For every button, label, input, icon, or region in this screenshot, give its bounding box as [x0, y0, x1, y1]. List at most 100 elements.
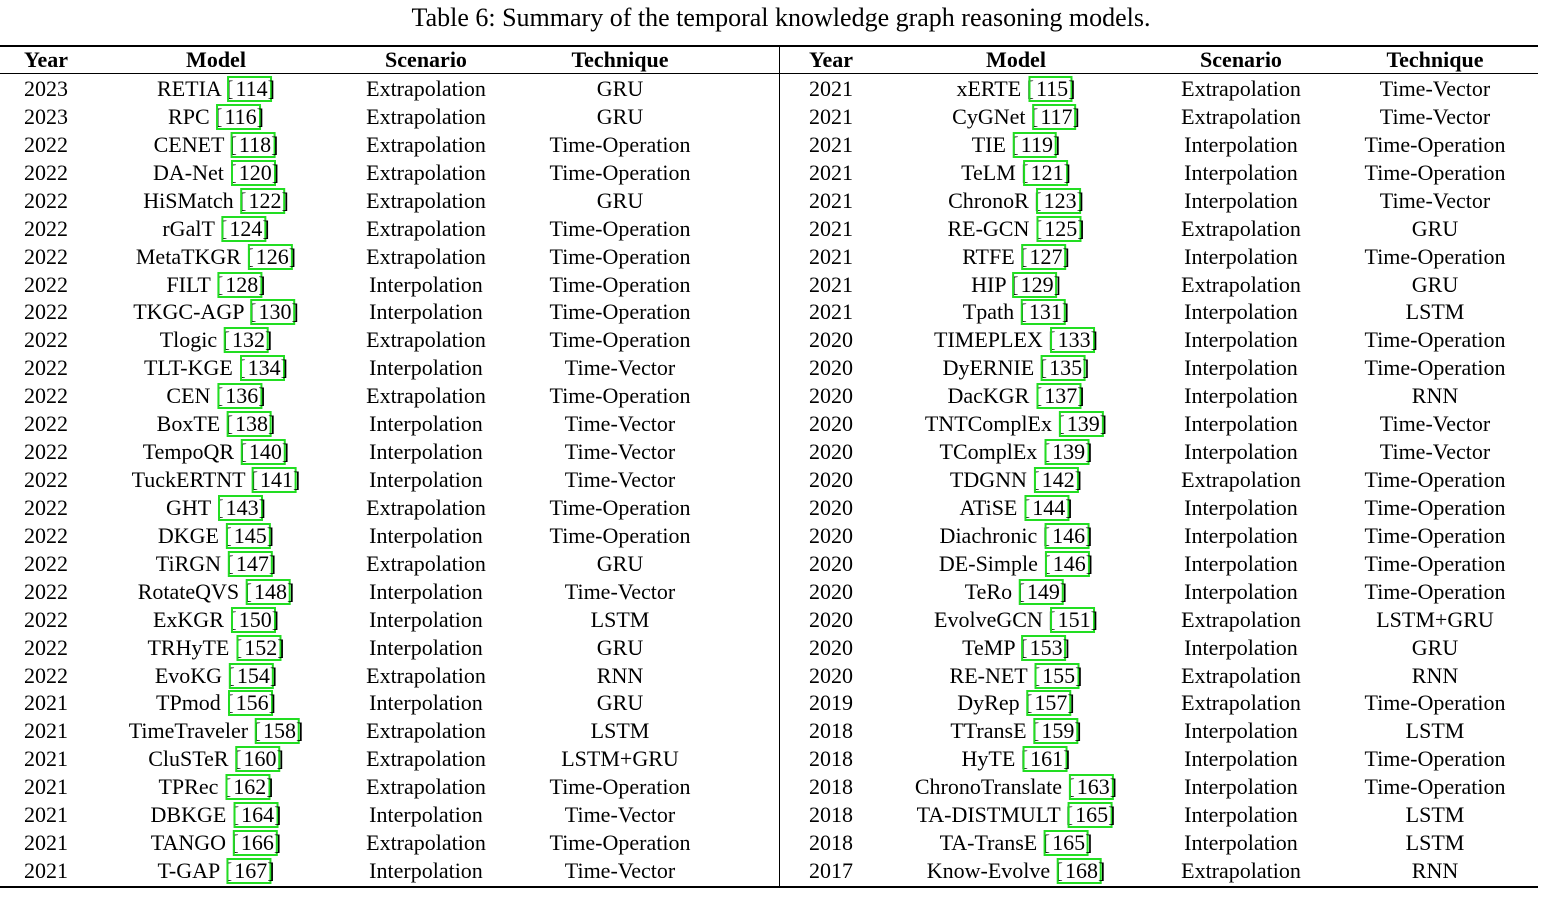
citation-link[interactable]: 133 [1049, 327, 1095, 354]
citation-link[interactable]: 134 [239, 355, 285, 382]
citation-link[interactable]: 150 [230, 606, 276, 633]
model-name: MetaTKGR [135, 243, 241, 269]
technique-text: Time-Operation [1364, 690, 1506, 716]
model-cell: EvolveGCN [151] [934, 606, 1098, 634]
citation-link[interactable]: 136 [217, 383, 263, 410]
scenario-cell: Extrapolation [366, 131, 486, 159]
bracket: [ [1022, 494, 1031, 520]
citation-link[interactable]: 158 [254, 718, 300, 745]
citation-link[interactable]: 141 [252, 467, 298, 494]
year-cell: 2022 [24, 326, 68, 354]
citation-link[interactable]: 142 [1033, 467, 1079, 494]
citation-link[interactable]: 165 [1067, 802, 1113, 829]
citation-link[interactable]: 116 [216, 103, 261, 130]
citation-link[interactable]: 131 [1020, 299, 1066, 326]
scenario-text: Extrapolation [366, 774, 486, 800]
scenario-cell: Extrapolation [366, 829, 486, 857]
citation-link[interactable]: 146 [1044, 522, 1090, 549]
citation-link[interactable]: 132 [223, 327, 269, 354]
scenario-text: Extrapolation [366, 830, 486, 856]
citation-link[interactable]: 125 [1036, 215, 1082, 242]
citation-link[interactable]: 149 [1018, 578, 1064, 605]
citation-link[interactable]: 146 [1044, 550, 1090, 577]
citation-link[interactable]: 130 [250, 299, 296, 326]
citation-link[interactable]: 144 [1024, 494, 1070, 521]
citation-link[interactable]: 127 [1021, 243, 1067, 270]
citation-link[interactable]: 126 [247, 243, 293, 270]
technique-text: Time-Operation [549, 159, 691, 185]
year-text: 2020 [809, 606, 853, 632]
year-text: 2021 [809, 215, 853, 241]
scenario-cell: Interpolation [369, 271, 483, 299]
citation-link[interactable]: 115 [1027, 76, 1073, 102]
citation-link[interactable]: 165 [1044, 830, 1090, 857]
citation-link[interactable]: 167 [226, 858, 272, 885]
technique-cell: Time-Vector [565, 410, 675, 438]
table-row: 2019 DyRep [157] Extrapolation Time-Operati… [0, 689, 1538, 717]
citation-link[interactable]: 124 [221, 215, 267, 242]
citation-link[interactable]: 159 [1033, 718, 1079, 745]
citation-link[interactable]: 145 [225, 522, 271, 549]
citation-link[interactable]: 137 [1036, 383, 1082, 410]
technique-text: Time-Operation [549, 299, 691, 325]
year-text: 2022 [24, 634, 68, 660]
scenario-cell: Extrapolation [1181, 271, 1301, 299]
citation-link[interactable]: 138 [227, 411, 273, 438]
model-name: HiSMatch [143, 187, 234, 213]
technique-cell: Time-Vector [565, 354, 675, 382]
citation-link[interactable]: 157 [1026, 690, 1072, 717]
citation-link[interactable]: 155 [1034, 662, 1080, 689]
technique-cell: Time-Operation [1365, 326, 1506, 354]
citation-link[interactable]: 114 [227, 76, 272, 102]
citation-link[interactable]: 122 [240, 187, 286, 214]
citation-link[interactable]: 168 [1056, 858, 1102, 885]
bracket: [ [1048, 327, 1056, 353]
citation-link[interactable]: 161 [1022, 746, 1068, 773]
model-cell: TPRec [162] [158, 773, 274, 801]
year-cell: 2018 [809, 773, 853, 801]
scenario-text: Interpolation [369, 411, 483, 437]
citation-link[interactable]: 123 [1035, 187, 1081, 214]
bracket: ] [268, 690, 276, 716]
table-row: 2022 CEN [136] Extrapolation Time-Operation [0, 382, 1538, 410]
citation-link[interactable]: 148 [245, 578, 291, 605]
citation-link[interactable]: 154 [228, 662, 274, 689]
year-cell: 2020 [809, 326, 853, 354]
citation-link[interactable]: 156 [227, 690, 273, 717]
table-row: 2022 BoxTE [138] Interpolation Time-Vector [0, 410, 1538, 438]
citation-link[interactable]: 140 [240, 439, 286, 466]
citation-link[interactable]: 121 [1022, 159, 1068, 186]
bracket: [ [1042, 830, 1051, 856]
citation-link[interactable]: 162 [225, 774, 271, 801]
citation-link[interactable]: 139 [1058, 411, 1104, 438]
technique-cell: Time-Operation [1365, 159, 1506, 187]
citation-link[interactable]: 135 [1041, 355, 1087, 382]
year-cell: 2022 [24, 410, 68, 438]
citation-link[interactable]: 164 [233, 802, 279, 829]
citation-link[interactable]: 151 [1049, 606, 1095, 633]
citation-link[interactable]: 129 [1012, 271, 1058, 298]
citation-link[interactable]: 143 [217, 494, 263, 521]
scenario-text: Interpolation [1184, 355, 1298, 381]
model-cell: RETIA [114] [157, 75, 275, 103]
citation-link[interactable]: 119 [1012, 131, 1057, 158]
model-cell: TRHyTE [152] [147, 634, 285, 662]
citation-link[interactable]: 163 [1068, 774, 1114, 801]
citation-link[interactable]: 166 [232, 830, 278, 857]
scenario-cell: Interpolation [1184, 717, 1298, 745]
citation-link[interactable]: 128 [217, 271, 263, 298]
model-name: TComplEx [939, 439, 1038, 465]
citation-link[interactable]: 120 [230, 159, 276, 186]
citation-link[interactable]: 117 [1032, 103, 1077, 130]
bracket: [ [1032, 662, 1041, 688]
year-text: 2018 [809, 830, 853, 856]
citation-link[interactable]: 152 [236, 634, 282, 661]
model-cell: DyRep [157] [957, 689, 1075, 717]
citation-link[interactable]: 139 [1044, 439, 1090, 466]
citation-link[interactable]: 118 [230, 131, 276, 158]
bracket: ] [1097, 858, 1106, 884]
year-cell: 2019 [809, 689, 853, 717]
citation-link[interactable]: 160 [235, 746, 281, 773]
citation-link[interactable]: 153 [1021, 634, 1067, 661]
citation-link[interactable]: 147 [227, 550, 273, 577]
